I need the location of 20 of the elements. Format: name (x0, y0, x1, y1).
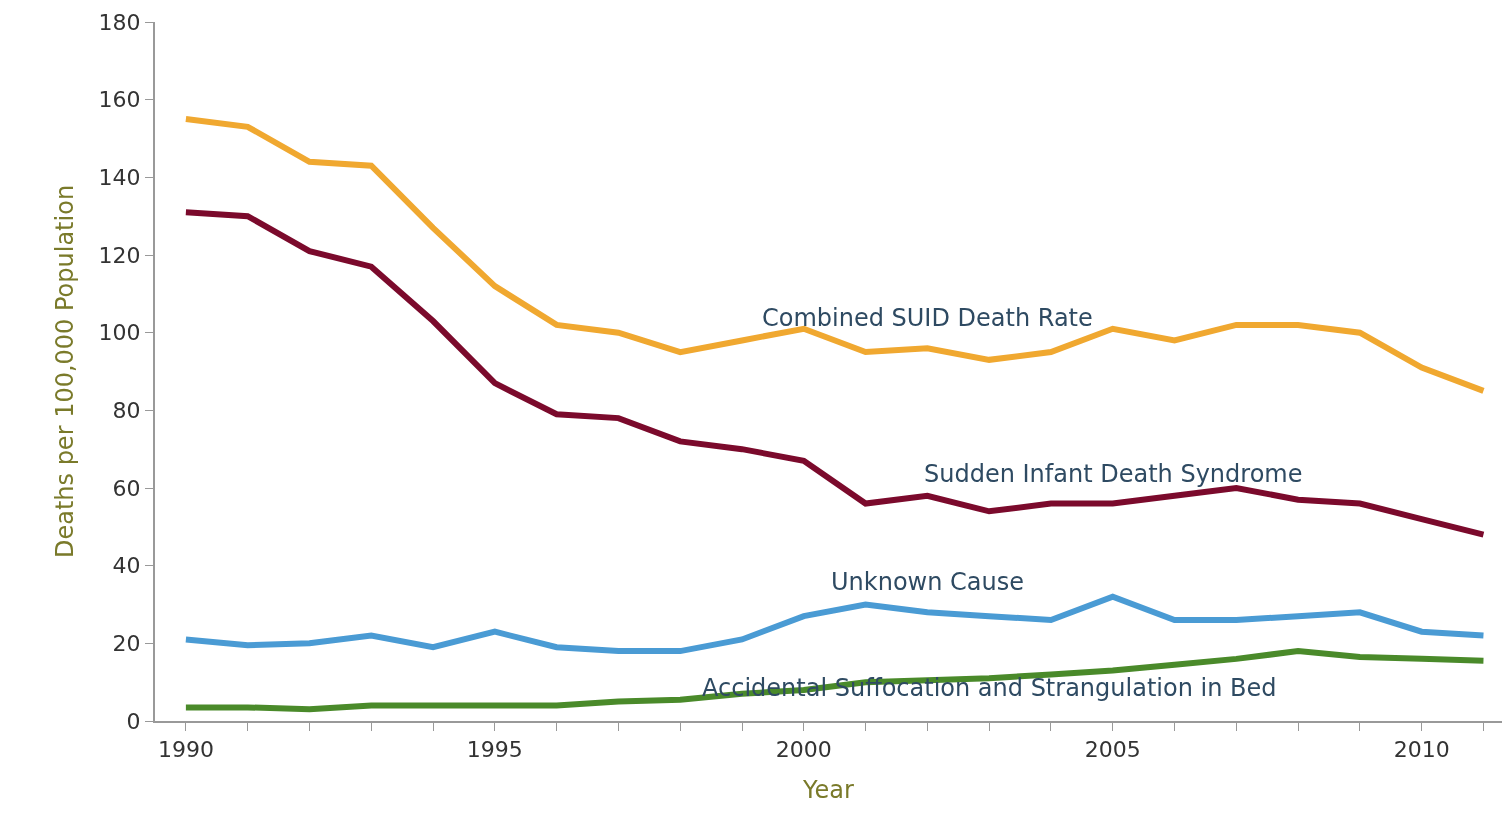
y-tick-label: 140 (98, 165, 141, 191)
y-tick-label: 60 (112, 475, 141, 501)
y-tick-label: 40 (112, 553, 141, 579)
series-label: Unknown Cause (831, 568, 1024, 596)
series-label: Sudden Infant Death Syndrome (924, 460, 1303, 488)
x-axis-title: Year (802, 776, 855, 805)
x-tick-label: 2005 (1084, 737, 1141, 763)
series-label: Combined SUID Death Rate (762, 304, 1093, 332)
y-tick-label: 20 (112, 631, 141, 657)
y-tick-label: 80 (112, 398, 141, 424)
x-tick-label: 2010 (1393, 737, 1450, 763)
x-tick-label: 2000 (775, 737, 832, 763)
y-tick-label: 160 (98, 87, 141, 113)
y-tick-label: 120 (98, 242, 141, 268)
y-axis-title: Deaths per 100,000 Population (51, 184, 80, 559)
y-tick-label: 100 (98, 320, 141, 346)
x-tick-label: 1995 (466, 737, 523, 763)
y-tick-label: 0 (126, 708, 141, 734)
x-tick-label: 1990 (157, 737, 214, 763)
y-tick-label: 180 (98, 9, 141, 35)
